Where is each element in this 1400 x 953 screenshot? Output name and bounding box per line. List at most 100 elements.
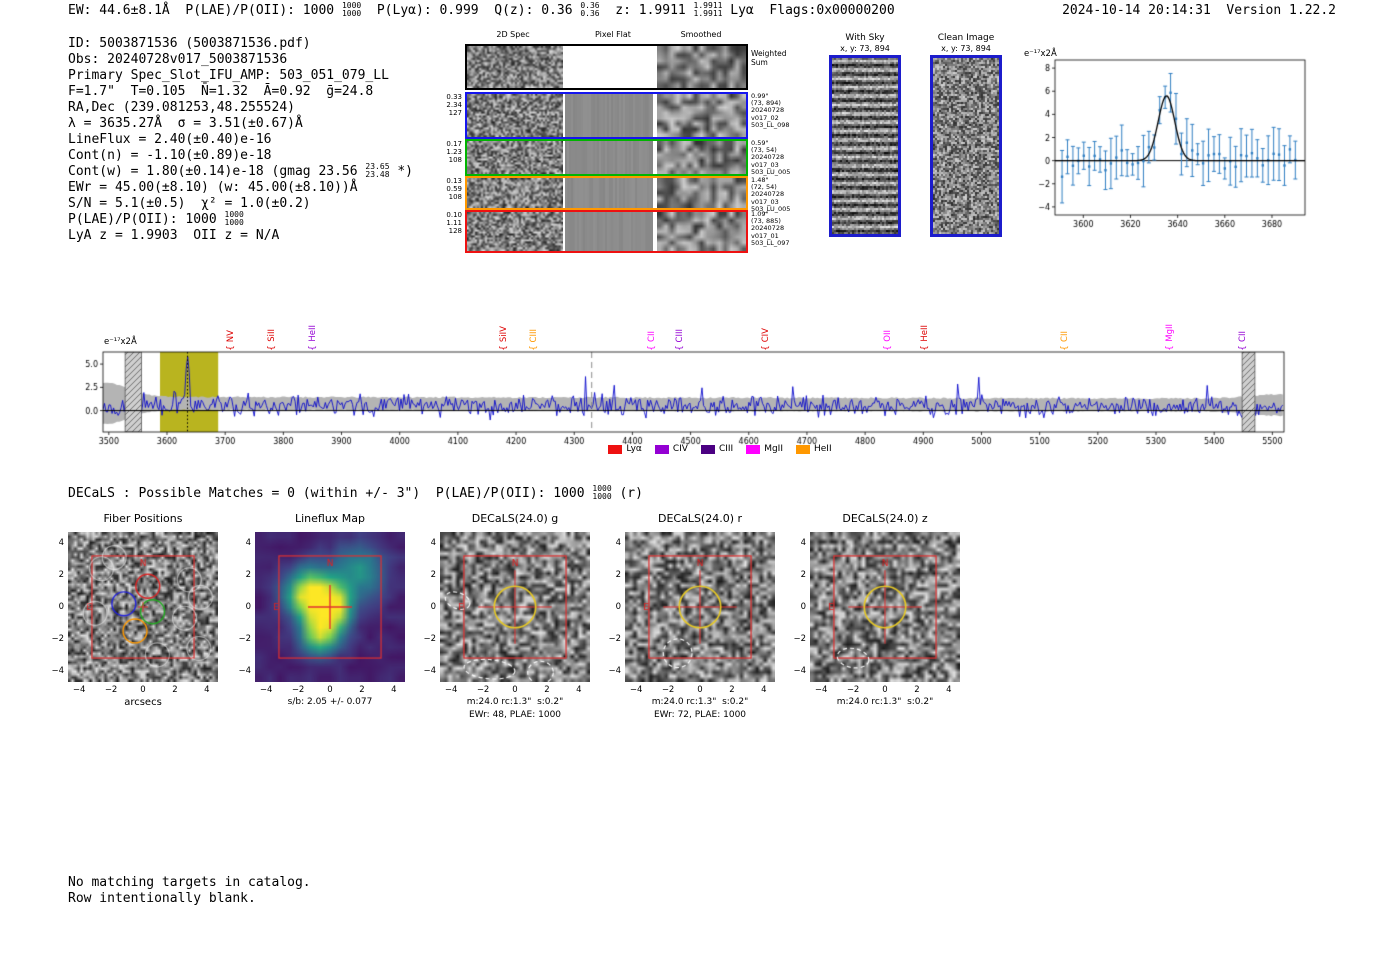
fraction-bottom: 1000 bbox=[592, 491, 612, 501]
text-segment: P(Lyα): 0.999 Q(z): 0.36 bbox=[361, 3, 581, 18]
info-line: LyA z = 1.9903 OII z = N/A bbox=[68, 228, 413, 244]
text-segment: Cont(w) = 1.80(±0.14)e-18 (gmag 23.56 bbox=[68, 164, 366, 179]
cutout-image-decals bbox=[810, 532, 960, 682]
text-segment: Cont(n) = -1.10(±0.89)e-18 bbox=[68, 148, 272, 163]
cutout-ytick: 0 bbox=[58, 601, 64, 612]
cutout-xtick: −2 bbox=[291, 685, 305, 695]
cutout-ytick: 2 bbox=[430, 570, 436, 581]
cutout-xtick: −4 bbox=[629, 685, 643, 695]
text-segment: RA,Dec (239.081253,48.255524) bbox=[68, 100, 295, 115]
fraction-top: 0.36 bbox=[580, 1, 600, 10]
text-segment: P(LAE)/P(OII): 1000 bbox=[68, 212, 225, 227]
cutout-title: Fiber Positions bbox=[103, 512, 183, 525]
footer-line: No matching targets in catalog. bbox=[68, 875, 311, 890]
cutout-image-lineflux bbox=[255, 532, 405, 682]
spec2d-row-annotation: 1.48" (72, 54) 20240728 v017_03 503_LU_005 bbox=[751, 176, 791, 213]
spec2d-smoothed-image bbox=[657, 212, 746, 251]
cutout-xtick: −2 bbox=[661, 685, 675, 695]
cutout-ytick: 4 bbox=[615, 538, 621, 549]
cutout-image-fibers bbox=[68, 532, 218, 682]
cutout-xtick: −2 bbox=[476, 685, 490, 695]
spec2d-row-left-labels: 0.10 1.11 128 bbox=[446, 211, 462, 235]
cutout-ytick: −2 bbox=[238, 633, 251, 644]
spec2d-pixelflat-image bbox=[565, 94, 653, 137]
text-segment: λ = 3635.27Å σ = 3.51(±0.67)Å bbox=[68, 116, 303, 131]
cutout-xtick: 4 bbox=[761, 685, 767, 695]
sky-panel-border bbox=[930, 55, 1002, 237]
spec2d-2dspec-image bbox=[467, 94, 563, 137]
sky-panel-title: With Sky bbox=[845, 33, 885, 43]
fraction-bottom: 23.48 bbox=[365, 169, 390, 179]
text-segment: LyA z = 1.9903 OII z = N/A bbox=[68, 228, 280, 243]
spec2d-2dspec-image bbox=[467, 178, 563, 208]
cutout-ytick: 0 bbox=[430, 601, 436, 612]
text-segment: *) bbox=[389, 164, 413, 179]
fraction-stack: 1000 1000 bbox=[225, 211, 244, 226]
fraction-stack: 1000 1000 bbox=[342, 2, 361, 17]
spec2d-row-left-labels: 0.17 1.23 108 bbox=[446, 140, 462, 164]
header-datetime-version: 2024-10-14 20:14:31 Version 1.22.2 bbox=[1062, 3, 1336, 18]
text-segment: LineFlux = 2.40(±0.40)e-16 bbox=[68, 132, 272, 147]
cutout-ytick: −4 bbox=[608, 665, 621, 676]
cutout-ytick: −4 bbox=[238, 665, 251, 676]
spec2d-2dspec-image bbox=[467, 46, 563, 88]
spec2d-row-annotation: 1.09" (73, 885) 20240728 v017_01 503_LL_097 bbox=[751, 210, 790, 247]
cutout-subline: m:24.0 rc:1.3" s:0.2" bbox=[651, 697, 749, 707]
cutout-ytick: −4 bbox=[423, 665, 436, 676]
info-line: LineFlux = 2.40(±0.40)e-16 bbox=[68, 132, 413, 148]
line-fit-plot bbox=[1020, 45, 1320, 240]
fraction-top: 1000 bbox=[592, 484, 612, 493]
fraction-bottom: 0.36 bbox=[580, 8, 600, 18]
fraction-top: 1000 bbox=[224, 210, 244, 219]
full-spectrum-plot bbox=[60, 300, 1340, 462]
sky-panel-coords: x, y: 73, 894 bbox=[840, 44, 890, 53]
fraction-stack: 23.65 23.48 bbox=[365, 163, 389, 178]
footer-note: No matching targets in catalog. Row inten… bbox=[68, 875, 311, 906]
fraction-stack: 1.9911 1.9911 bbox=[694, 2, 723, 17]
spec2d-row-left-labels: 0.33 2.34 127 bbox=[446, 93, 462, 117]
cutout-image-decals bbox=[625, 532, 775, 682]
text-segment: ID: 5003871536 (5003871536.pdf) bbox=[68, 36, 311, 51]
cutout-ytick: 2 bbox=[58, 570, 64, 581]
spec2d-column-title: Pixel Flat bbox=[595, 30, 631, 39]
info-line: Obs: 20240728v017_5003871536 bbox=[68, 52, 413, 68]
text-segment: DECaLS : Possible Matches = 0 (within +/… bbox=[68, 486, 593, 501]
cutout-ytick: 2 bbox=[615, 570, 621, 581]
spec2d-row-annotation: 0.99" (73, 894) 20240728 v017_02 503_LL_098 bbox=[751, 92, 790, 129]
cutout-xtick: 0 bbox=[512, 685, 518, 695]
text-segment: EWr = 45.00(±8.10) (w: 45.00(±8.10))Å bbox=[68, 180, 358, 195]
spec2d-column-title: 2D Spec bbox=[496, 30, 530, 39]
cutout-xtick: 0 bbox=[140, 685, 146, 695]
spec2d-column-title: Smoothed bbox=[680, 30, 722, 39]
info-line: P(LAE)/P(OII): 1000 1000 1000 bbox=[68, 211, 413, 228]
info-line: EWr = 45.00(±8.10) (w: 45.00(±8.10))Å bbox=[68, 180, 413, 196]
info-line: λ = 3635.27Å σ = 3.51(±0.67)Å bbox=[68, 116, 413, 132]
info-line: S/N = 5.1(±0.5) χ² = 1.0(±0.2) bbox=[68, 196, 413, 212]
spec2d-2dspec-image bbox=[467, 141, 563, 174]
sky-panel-border bbox=[829, 55, 901, 237]
cutout-subline: s/b: 2.05 +/- 0.077 bbox=[287, 697, 373, 707]
cutout-xtick: −4 bbox=[814, 685, 828, 695]
cutout-ytick: 4 bbox=[800, 538, 806, 549]
cutout-subline: EWr: 72, PLAE: 1000 bbox=[653, 709, 747, 720]
spec2d-pixelflat-image bbox=[565, 212, 653, 251]
spec2d-smoothed-image bbox=[657, 46, 746, 88]
spec2d-row-left-labels: 0.13 0.59 108 bbox=[446, 177, 462, 201]
cutout-panel: DECaLS(24.0) g −4 −4 −2 −2 0 0 2 2 4 4 m:24.0 rc:1.… bbox=[404, 508, 604, 723]
info-line: F=1.7" T=0.105 N̄=1.32 Ā=0.92 ḡ=24.8 bbox=[68, 84, 413, 100]
cutout-ytick: −2 bbox=[51, 633, 64, 644]
cutout-panel: Fiber Positions −4 −4 −2 −2 0 0 2 2 4 4 arcsecs bbox=[32, 508, 232, 723]
fraction-top: 1.9911 bbox=[693, 1, 723, 10]
spec2d-pixelflat-image bbox=[565, 141, 653, 174]
cutout-xtick: 2 bbox=[914, 685, 920, 695]
cutout-ytick: −4 bbox=[793, 665, 806, 676]
cutout-ytick: 2 bbox=[800, 570, 806, 581]
spec2d-2dspec-image bbox=[467, 212, 563, 251]
sky-panel-title: Clean Image bbox=[937, 33, 995, 43]
fraction-stack: 1000 1000 bbox=[592, 485, 611, 500]
cutout-title: Lineflux Map bbox=[294, 512, 366, 525]
cutout-xtick: −4 bbox=[259, 685, 273, 695]
fraction-bottom: 1000 bbox=[341, 8, 362, 18]
cutout-ytick: 0 bbox=[245, 601, 251, 612]
